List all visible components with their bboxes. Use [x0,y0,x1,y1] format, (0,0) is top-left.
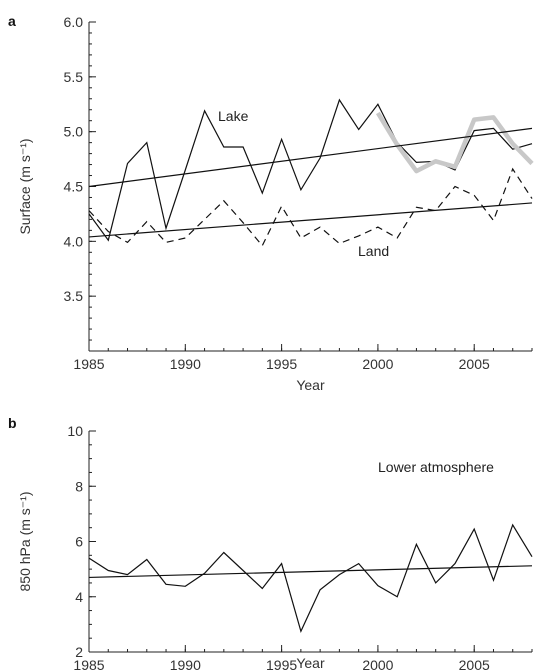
y-tick-label: 2 [75,644,83,660]
series-lake [88,98,533,242]
y-axis-label: Surface (m s⁻¹) [17,138,33,234]
trend-line-1 [88,202,533,238]
x-tick-label: 2000 [362,356,393,372]
x-tick-label: 1990 [170,356,201,372]
panel-b-chart: b Lower atmosphere 2 4 6 8 10 1985 1990 1995 200… [8,415,533,672]
y-tick-label: 3.5 [64,288,84,304]
y-tick-label: 6.0 [64,14,84,30]
x-tick-label: 1995 [266,356,297,372]
y-tick-label: 8 [75,478,83,494]
trend-line-0 [88,127,533,188]
series-land [88,167,533,247]
x-tick-label: 2000 [362,657,393,672]
series-line-0 [88,523,533,634]
y-tick-label: 5.0 [64,124,84,140]
panel-b-letter: b [8,415,17,431]
x-axis-label: Year [296,655,325,671]
panel-a-letter: a [8,13,16,29]
trend-line-0 [88,565,533,579]
x-axis-label: Year [296,377,325,393]
x-tick-label: 1985 [73,356,104,372]
annotation-land: Land [358,243,389,259]
x-tick-label: 2005 [459,657,490,672]
y-tick-label: 4.5 [64,179,84,195]
y-tick-label: 10 [67,423,83,439]
y-tick-label: 6 [75,534,83,550]
y-tick-label: 5.5 [64,69,84,85]
x-tick-label: 1995 [266,657,297,672]
annotation-lower-atmosphere: Lower atmosphere [378,459,494,475]
series-line-2 [375,111,534,174]
x-tick-label: 1990 [170,657,201,672]
y-axis-label: 850 hPa (m s⁻¹) [17,492,33,592]
panel-a-chart: a Lake Land 3.5 4.0 4.5 5.0 5.5 6.0 1985 1990 19… [8,13,534,393]
annotation-lake: Lake [218,108,249,124]
x-tick-label: 1985 [73,657,104,672]
y-tick-label: 4.0 [64,233,84,249]
y-tick-label: 4 [75,589,83,605]
x-tick-label: 2005 [459,356,490,372]
